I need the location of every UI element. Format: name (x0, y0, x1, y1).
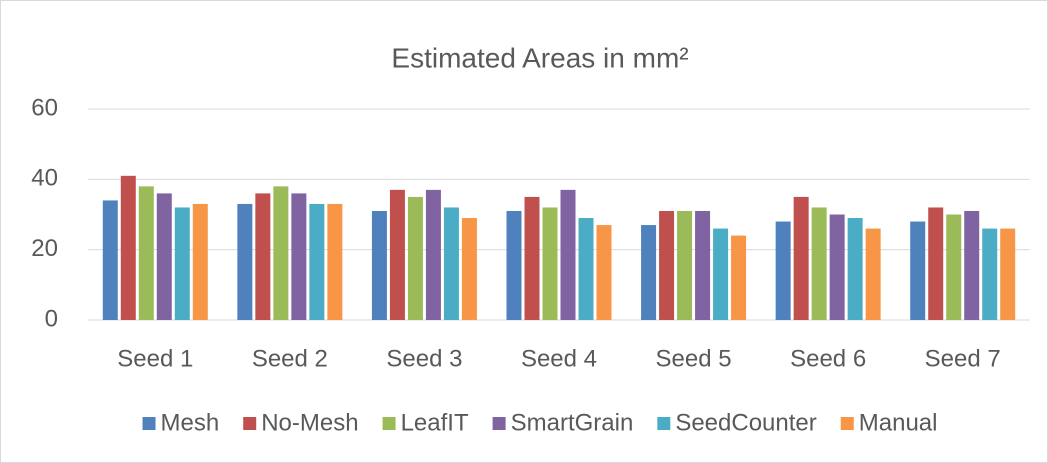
x-tick-label: Seed 3 (386, 345, 462, 372)
legend-label: Mesh (161, 409, 220, 436)
bar (237, 203, 253, 320)
bar (506, 210, 522, 320)
x-tick-label: Seed 6 (790, 345, 866, 372)
bar (102, 200, 118, 320)
x-tick-label: Seed 2 (252, 345, 328, 372)
bar (695, 210, 711, 320)
bar (192, 203, 208, 320)
bar (677, 210, 693, 320)
bar (641, 225, 657, 320)
legend-label: SmartGrain (511, 409, 634, 436)
bar (524, 196, 540, 320)
legend-swatch (657, 417, 671, 430)
legend-label: SeedCounter (675, 409, 816, 436)
bar (847, 218, 863, 320)
bar (946, 214, 962, 320)
bar (273, 186, 289, 320)
legend-swatch (142, 417, 156, 430)
bar (407, 196, 423, 320)
y-tick-label: 20 (31, 235, 58, 262)
bar (964, 210, 980, 320)
bar (910, 221, 926, 320)
bar (120, 175, 136, 320)
bar (811, 207, 827, 320)
bar (291, 193, 307, 320)
bar (461, 218, 477, 320)
x-tick-label: Seed 1 (117, 345, 193, 372)
chart-title: Estimated Areas in mm² (391, 42, 688, 73)
bar (371, 210, 387, 320)
bar (731, 235, 747, 320)
x-tick-label: Seed 7 (925, 345, 1001, 372)
bar (255, 193, 271, 320)
bar (865, 228, 881, 320)
bar (659, 210, 675, 320)
bar (596, 225, 612, 320)
bar (982, 228, 998, 320)
bar (425, 189, 441, 320)
legend-swatch (382, 417, 396, 430)
bar (713, 228, 729, 320)
bar (793, 196, 809, 320)
bar (309, 203, 325, 320)
bar (542, 207, 558, 320)
bar (928, 207, 944, 320)
bar (829, 214, 845, 320)
bar (327, 203, 343, 320)
legend-label: No-Mesh (261, 409, 358, 436)
legend-swatch (840, 417, 854, 430)
bar (1000, 228, 1016, 320)
bar (174, 207, 190, 320)
legend-label: LeafIT (401, 409, 469, 436)
x-tick-label: Seed 4 (521, 345, 597, 372)
bar (775, 221, 791, 320)
bar (443, 207, 459, 320)
y-tick-label: 60 (31, 94, 58, 121)
bar (560, 189, 576, 320)
bar (389, 189, 405, 320)
legend-label: Manual (859, 409, 938, 436)
bar (138, 186, 154, 320)
y-tick-label: 40 (31, 165, 58, 192)
legend-swatch (492, 417, 506, 430)
bar (578, 218, 594, 320)
legend-swatch (243, 417, 257, 430)
x-tick-label: Seed 5 (656, 345, 732, 372)
y-tick-label: 0 (45, 305, 58, 332)
bar (156, 193, 172, 320)
